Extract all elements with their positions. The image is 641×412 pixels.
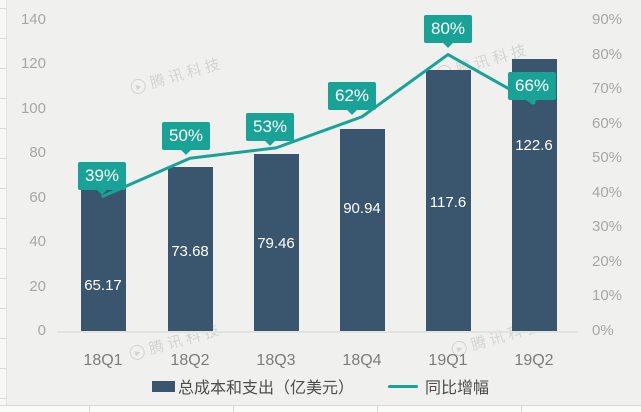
spreadsheet-row-divider bbox=[0, 278, 7, 279]
legend-bar-label: 总成本和支出（亿美元） bbox=[177, 380, 354, 397]
right-axis-tick: 90% bbox=[592, 11, 623, 28]
bar-18Q3: 79.46 bbox=[253, 154, 299, 331]
legend-item-bars: 总成本和支出（亿美元） bbox=[151, 374, 354, 398]
right-axis-tick: 0% bbox=[592, 322, 614, 339]
play-circle-icon: ▶ bbox=[128, 77, 148, 96]
x-axis-label-18Q4: 18Q4 bbox=[342, 352, 382, 369]
right-axis-tick: 10% bbox=[592, 287, 623, 305]
x-axis-line bbox=[57, 331, 578, 333]
spreadsheet-row-divider bbox=[0, 188, 7, 189]
bar-18Q2: 73.68 bbox=[167, 167, 213, 331]
bar-value-label: 73.68 bbox=[171, 242, 209, 260]
left-axis-tick: 0 bbox=[37, 322, 46, 339]
x-axis-label-19Q1: 19Q1 bbox=[428, 352, 468, 369]
spreadsheet-row-divider bbox=[0, 248, 7, 249]
spreadsheet-row-divider bbox=[0, 218, 7, 219]
right-axis-tick: 40% bbox=[592, 183, 623, 201]
bar-18Q4: 90.94 bbox=[339, 128, 385, 331]
spreadsheet-column-divider bbox=[89, 406, 90, 412]
left-axis-tick: 100 bbox=[20, 99, 46, 117]
spreadsheet-row-divider bbox=[0, 38, 7, 39]
bar-19Q1: 117.6 bbox=[425, 69, 471, 331]
left-axis-tick: 20 bbox=[29, 277, 46, 295]
spreadsheet-bottom-edge bbox=[0, 405, 641, 412]
bar-value-label: 65.17 bbox=[84, 276, 122, 294]
x-axis-label-18Q1: 18Q1 bbox=[83, 352, 123, 369]
x-axis-label-18Q3: 18Q3 bbox=[256, 352, 296, 369]
right-axis-tick: 30% bbox=[592, 218, 623, 236]
left-axis-tick: 60 bbox=[29, 188, 46, 206]
right-axis-tick: 70% bbox=[592, 80, 623, 98]
x-axis-label-19Q2: 19Q2 bbox=[514, 352, 554, 369]
line-point-label: 50% bbox=[161, 122, 211, 150]
spreadsheet-row-divider bbox=[0, 308, 7, 309]
spreadsheet-row-divider bbox=[0, 68, 7, 69]
right-axis-tick: 20% bbox=[592, 252, 623, 270]
spreadsheet-row-divider bbox=[0, 8, 7, 9]
line-point-label: 62% bbox=[327, 82, 377, 110]
right-axis-tick: 80% bbox=[592, 45, 623, 63]
watermark-text: 腾讯科技 bbox=[148, 54, 226, 93]
line-swatch-icon bbox=[388, 384, 418, 388]
spreadsheet-row-divider bbox=[0, 398, 7, 399]
spreadsheet-row-divider bbox=[0, 338, 7, 339]
left-axis-tick: 40 bbox=[29, 233, 46, 251]
bar-value-label: 122.6 bbox=[515, 136, 553, 154]
spreadsheet-row-divider bbox=[0, 98, 7, 99]
left-axis-tick: 120 bbox=[20, 55, 46, 73]
bar-value-label: 79.46 bbox=[257, 234, 295, 252]
spreadsheet-left-edge bbox=[0, 0, 7, 405]
right-axis-tick: 60% bbox=[592, 114, 623, 132]
line-point-label: 80% bbox=[423, 15, 473, 43]
line-point-label: 39% bbox=[77, 162, 127, 190]
left-axis-tick: 80 bbox=[29, 144, 46, 162]
legend-line-label: 同比增幅 bbox=[425, 380, 490, 397]
line-point-label: 53% bbox=[245, 113, 295, 141]
legend-item-line: 同比增幅 bbox=[388, 374, 489, 398]
line-point-label: 66% bbox=[507, 72, 557, 100]
legend: 总成本和支出（亿美元） 同比增幅 bbox=[0, 374, 641, 398]
spreadsheet-column-divider bbox=[377, 406, 378, 412]
spreadsheet-row-divider bbox=[0, 158, 7, 159]
spreadsheet-row-divider bbox=[0, 128, 7, 129]
bar-18Q1: 65.17 bbox=[80, 186, 126, 331]
spreadsheet-row-divider bbox=[0, 368, 7, 369]
spreadsheet-column-divider bbox=[233, 406, 234, 412]
bar-value-label: 117.6 bbox=[429, 193, 467, 211]
left-axis-tick: 140 bbox=[20, 11, 46, 28]
x-axis-label-18Q2: 18Q2 bbox=[170, 352, 210, 369]
bar-swatch-icon bbox=[151, 380, 175, 392]
right-axis-tick: 50% bbox=[592, 149, 623, 167]
bar-value-label: 90.94 bbox=[343, 199, 381, 217]
tencent-tech-watermark: ▶腾讯科技 bbox=[128, 52, 226, 99]
spreadsheet-column-divider bbox=[521, 406, 522, 412]
